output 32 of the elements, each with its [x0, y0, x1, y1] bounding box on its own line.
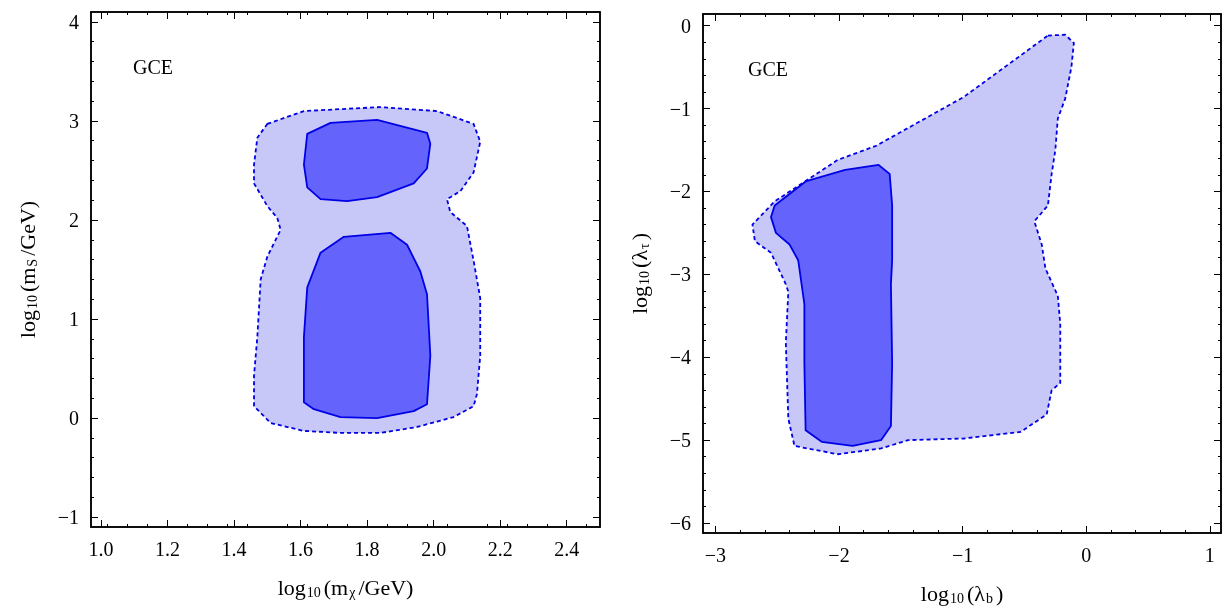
y-tick-label: −1 [57, 506, 79, 529]
y-tick-label: −4 [669, 346, 691, 369]
y-axis-title: log10(λτ) [626, 232, 652, 315]
y-tick-label: −5 [669, 429, 691, 452]
x-tick-label: 2.4 [554, 538, 580, 560]
y-tick-label: −1 [669, 97, 691, 120]
x-tick-label: 1.2 [155, 538, 181, 560]
x-tick-label: −2 [828, 544, 850, 566]
x-axis-title: log10(λb) [920, 580, 1004, 606]
x-tick-label: 0 [1081, 544, 1092, 566]
y-tick-label: 0 [681, 14, 691, 37]
y-tick-label: 3 [69, 109, 79, 132]
x-axis-title: log10(mχ/GeV) [277, 574, 414, 600]
x-tick-label: 2.2 [487, 538, 513, 560]
annotation: GCE [133, 56, 173, 78]
y-tick-label: −2 [669, 180, 691, 203]
y-tick-label: 2 [69, 208, 79, 231]
annotation: GCE [748, 58, 788, 80]
y-tick-label: −3 [669, 263, 691, 286]
x-tick-label: −1 [951, 544, 974, 566]
x-tick-label: 1.4 [221, 538, 247, 560]
x-tick-label: 1 [1204, 544, 1215, 566]
x-tick-label: 1.8 [354, 538, 380, 560]
y-tick-label: −6 [669, 512, 691, 535]
x-tick-label: 1.0 [88, 538, 114, 560]
y-tick-label: 0 [69, 407, 79, 430]
x-tick-label: 1.6 [288, 538, 314, 560]
x-tick-label: −3 [704, 544, 726, 566]
y-axis-title: log10(mS/GeV) [14, 200, 40, 339]
y-tick-label: 4 [69, 10, 79, 33]
x-tick-label: 2.0 [421, 538, 447, 560]
y-tick-label: 1 [69, 308, 79, 331]
